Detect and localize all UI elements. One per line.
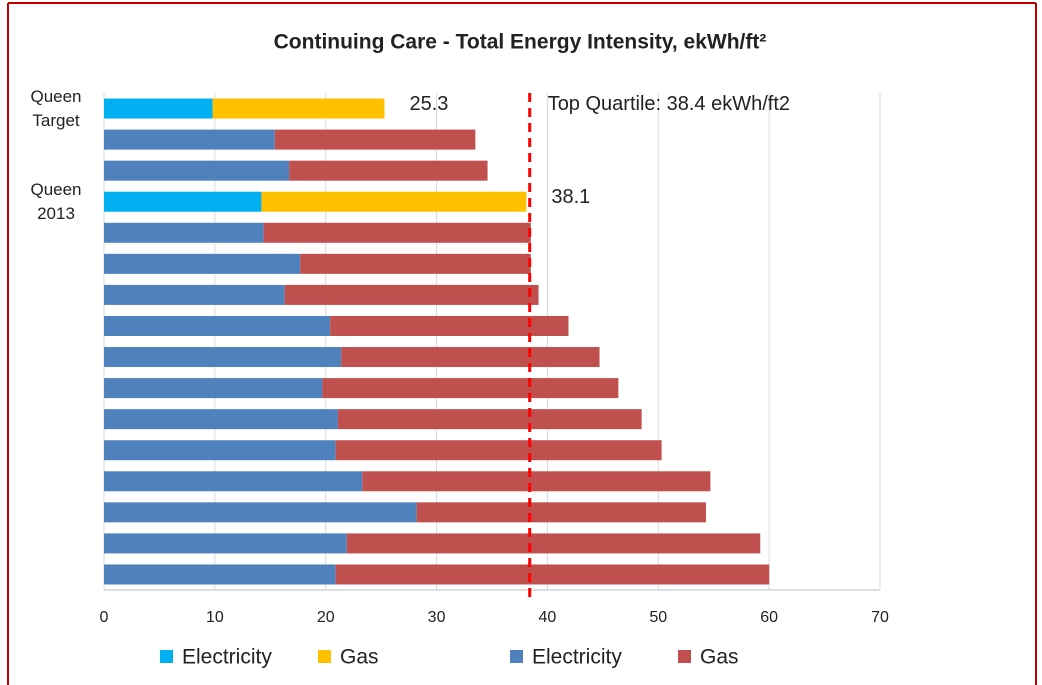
bar-segment [346,533,761,554]
bar-segment [104,533,347,554]
bar-segment [335,564,770,585]
y-tick-label: Queen Target [30,86,82,130]
bar-segment [104,98,213,119]
x-tick-label: 50 [649,609,667,626]
legend-label: Gas [700,646,739,669]
x-tick-label: 30 [428,609,446,626]
data-label: 25.3 [409,93,448,115]
legend-swatch [510,650,523,663]
bar-segment [104,440,336,461]
bar-segment [341,347,600,368]
bar-segment [330,315,569,336]
chart-title: Continuing Care - Total Energy Intensity… [274,31,767,54]
bar-segment [335,440,662,461]
x-tick-label: 40 [539,609,557,626]
bar-segment [104,284,285,305]
bar-segment [284,284,539,305]
bar-segment [289,160,488,181]
legend-label: Gas [340,646,379,669]
x-tick-label: 20 [317,609,335,626]
bar-segment [104,315,331,336]
bar-segment [322,378,619,399]
bar-segment [104,564,336,585]
bar-segment [416,502,706,523]
data-label: 38.1 [551,186,590,208]
bar-segment [300,253,531,274]
bar-segment [104,160,290,181]
bar-segment [274,129,476,150]
legend-swatch [160,650,173,663]
bar-segment [104,471,363,492]
bar-segment [337,409,642,430]
bar-segment [104,502,417,523]
bar-segment [362,471,711,492]
x-tick-label: 0 [100,609,109,626]
bar-segment [104,253,301,274]
bar-segment [104,191,262,212]
bar-segment [104,409,338,430]
reference-label: Top Quartile: 38.4 ekWh/ft2 [548,93,790,115]
legend-swatch [678,650,691,663]
bar-segment [104,347,342,368]
x-tick-label: 70 [871,609,889,626]
y-tick-label: Queen 2013 [30,179,82,223]
legend-label: Electricity [532,646,622,669]
x-tick-label: 60 [760,609,778,626]
legend-swatch [318,650,331,663]
bar-segment [104,129,275,150]
bar-segment [212,98,385,119]
x-tick-label: 10 [206,609,224,626]
legend-label: Electricity [182,646,272,669]
bar-segment [104,222,264,243]
bar-segment [104,378,323,399]
bar-segment [261,191,527,212]
bar-segment [263,222,531,243]
